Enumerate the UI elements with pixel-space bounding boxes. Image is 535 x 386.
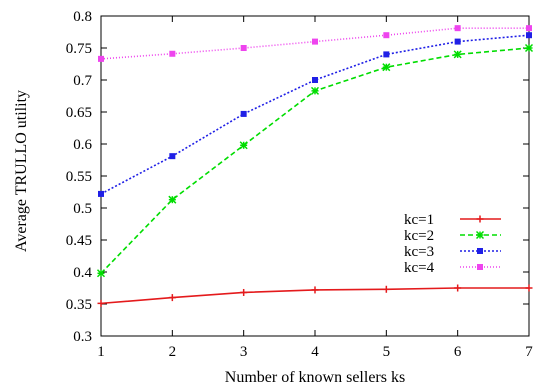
data-point xyxy=(240,110,247,117)
data-point xyxy=(311,286,319,294)
y-tick-label: 0.4 xyxy=(73,265,92,281)
y-tick-label: 0.55 xyxy=(66,169,92,185)
x-axis: 1 2 3 4 5 6 7 xyxy=(97,16,533,360)
data-point xyxy=(240,288,248,296)
x-axis-title: Number of known sellers ks xyxy=(225,369,405,386)
legend-item: kc=1 xyxy=(404,212,501,228)
data-point xyxy=(453,50,462,59)
data-point xyxy=(383,51,390,58)
legend: kc=1kc=2kc=3kc=4 xyxy=(404,212,501,276)
series-kc=4 xyxy=(98,25,532,62)
data-point xyxy=(96,269,106,278)
x-tick-label: 2 xyxy=(169,344,177,360)
data-point xyxy=(168,294,176,302)
legend-label: kc=1 xyxy=(404,212,434,228)
y-tick-label: 0.5 xyxy=(73,201,92,217)
data-point xyxy=(97,299,105,307)
y-tick-label: 0.3 xyxy=(73,329,92,345)
data-point xyxy=(382,63,391,72)
data-point xyxy=(169,50,176,57)
data-point xyxy=(240,45,247,51)
x-tick-label: 4 xyxy=(311,344,319,360)
legend-item: kc=3 xyxy=(404,244,501,260)
series-kc=1 xyxy=(97,284,533,307)
data-point xyxy=(169,153,176,160)
data-point xyxy=(454,284,462,292)
legend-marker xyxy=(476,215,484,223)
y-tick-label: 0.65 xyxy=(66,105,92,121)
y-tick-label: 0.7 xyxy=(73,73,92,89)
data-point xyxy=(526,25,532,32)
data-point xyxy=(525,284,533,292)
legend-label: kc=3 xyxy=(404,244,434,260)
data-point xyxy=(98,190,104,197)
data-point xyxy=(312,77,318,83)
x-tick-label: 1 xyxy=(97,344,105,360)
legend-marker xyxy=(475,230,485,240)
data-point xyxy=(454,25,461,32)
series-kc=3 xyxy=(98,32,532,197)
y-tick-label: 0.75 xyxy=(66,41,92,57)
y-tick-label: 0.6 xyxy=(73,137,92,153)
x-tick-label: 7 xyxy=(525,344,533,360)
y-tick-label: 0.45 xyxy=(66,233,92,249)
x-tick-label: 6 xyxy=(454,344,462,360)
x-tick-label: 3 xyxy=(240,344,248,360)
legend-marker xyxy=(477,248,483,254)
data-point xyxy=(310,86,320,95)
data-point xyxy=(239,141,248,150)
y-axis: 0.3 0.35 0.4 0.45 0.5 0.55 0.6 0.65 0.7 0.75 0.8 xyxy=(66,9,529,345)
data-point xyxy=(312,38,318,45)
series-line xyxy=(100,34,530,195)
data-point xyxy=(454,38,461,45)
data-point xyxy=(382,285,390,293)
y-tick-label: 0.8 xyxy=(73,9,92,25)
data-point xyxy=(383,32,390,39)
legend-label: kc=4 xyxy=(404,260,435,276)
legend-item: kc=4 xyxy=(404,260,501,276)
y-axis-title: Average TRULLO utility xyxy=(13,90,30,252)
y-tick-label: 0.35 xyxy=(66,297,92,313)
legend-marker xyxy=(477,264,483,270)
data-point xyxy=(168,195,177,204)
series-group xyxy=(96,25,534,307)
data-point xyxy=(98,55,104,62)
data-point xyxy=(526,32,532,39)
x-tick-label: 5 xyxy=(383,344,391,360)
legend-item: kc=2 xyxy=(404,228,501,244)
data-point xyxy=(524,43,534,53)
legend-label: kc=2 xyxy=(404,228,434,244)
series-kc=2 xyxy=(96,43,534,278)
